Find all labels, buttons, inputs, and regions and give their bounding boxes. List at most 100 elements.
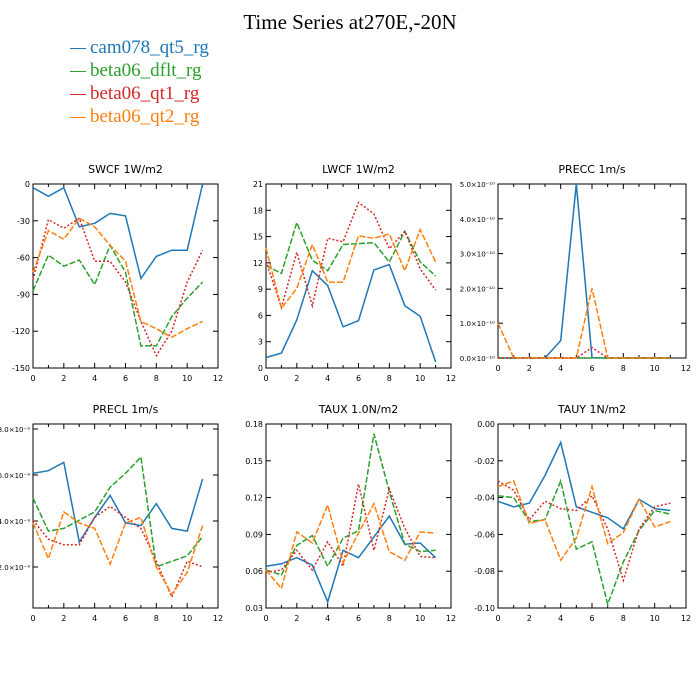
x-tick-label: 0: [30, 374, 35, 383]
x-tick-label: 10: [182, 614, 192, 623]
series-line-4: [265, 227, 437, 311]
series-line-1: [32, 461, 204, 545]
x-tick-label: 2: [294, 374, 299, 383]
series-line-2: [265, 433, 436, 576]
series-line-1: [265, 514, 437, 605]
legend-swatch-4: [70, 117, 86, 119]
panel-title: TAUX 1.0N/m2: [318, 403, 399, 416]
y-tick-label: -90: [17, 290, 30, 299]
x-tick-label: 2: [294, 614, 299, 623]
series-line-3: [497, 480, 671, 583]
series-line-1: [498, 183, 671, 359]
y-tick-label: 0.06: [245, 567, 263, 576]
x-tick-label: 0: [495, 614, 500, 623]
y-tick-label: -0.02: [474, 457, 495, 466]
series-line-1: [265, 263, 437, 363]
y-tick-label: 6: [258, 311, 263, 320]
series-line-2: [265, 220, 437, 277]
x-tick-label: 6: [589, 364, 594, 373]
y-tick-label: 15: [253, 233, 263, 242]
y-tick-label: 4.0×10⁻¹⁰: [460, 216, 495, 224]
y-tick-label: -60: [17, 254, 30, 263]
legend-label-2: beta06_dflt_rg: [90, 60, 202, 81]
y-tick-label: 21: [253, 180, 263, 189]
y-tick-label: 0: [25, 180, 30, 189]
y-tick-label: 2.0×10⁻⁹: [0, 564, 30, 572]
y-tick-label: 9: [258, 285, 263, 294]
x-tick-label: 8: [621, 614, 626, 623]
x-tick-label: 12: [446, 614, 456, 623]
x-tick-label: 12: [446, 374, 456, 383]
series-line-4: [32, 217, 203, 339]
y-tick-label: 0.00: [477, 420, 495, 429]
y-tick-label: 0.18: [245, 420, 263, 429]
y-tick-label: 5.0×10⁻¹⁰: [460, 181, 495, 189]
legend-item-1: cam078_qt5_rg: [70, 36, 209, 59]
series-line-4: [265, 501, 436, 590]
x-tick-label: 12: [213, 614, 223, 623]
y-tick-label: 18: [253, 206, 263, 215]
series-line-4: [32, 510, 204, 596]
x-tick-label: 10: [415, 374, 425, 383]
legend: cam078_qt5_rg beta06_dflt_rg beta06_qt1_…: [70, 36, 209, 128]
page-title: Time Series at270E,-20N: [243, 10, 457, 34]
legend-item-2: beta06_dflt_rg: [70, 59, 209, 82]
legend-label-3: beta06_qt1_rg: [90, 83, 200, 104]
panel-title: LWCF 1W/m2: [322, 163, 395, 176]
series-line-3: [32, 217, 204, 358]
plot-frame: [265, 423, 452, 609]
plot-frame: [265, 183, 452, 369]
y-tick-label: 0.03: [245, 604, 263, 613]
series-line-2: [32, 243, 204, 347]
y-tick-label: -150: [12, 364, 30, 373]
y-tick-label: 0.0×10⁻¹⁰: [460, 355, 495, 363]
x-tick-label: 6: [356, 374, 361, 383]
x-tick-label: 2: [527, 614, 532, 623]
x-tick-label: 6: [356, 614, 361, 623]
legend-label-4: beta06_qt2_rg: [90, 106, 200, 127]
x-tick-label: 4: [325, 374, 330, 383]
x-tick-label: 0: [495, 364, 500, 373]
panel-1: SWCF 1W/m2 0 2 4 6 8 10 12 0 -30 -60 -90 -120 -150: [12, 163, 223, 383]
x-tick-label: 12: [213, 374, 223, 383]
x-tick-label: 4: [325, 614, 330, 623]
legend-label-1: cam078_qt5_rg: [90, 37, 209, 58]
panel-2: LWCF 1W/m2 0 2 4 6 8 10 12 21 18 15 12 9 6 3 0: [253, 163, 456, 383]
x-tick-label: 0: [263, 614, 268, 623]
x-tick-label: 10: [650, 614, 660, 623]
x-tick-label: 4: [558, 614, 563, 623]
panel-3: PRECC 1m/s 0 2 4 6 8 10 12 5.0×10⁻¹⁰ 4.0×10⁻¹⁰ 3.0…: [460, 163, 691, 373]
x-tick-label: 10: [182, 374, 192, 383]
series-line-2: [497, 478, 671, 607]
x-tick-label: 0: [263, 374, 268, 383]
legend-swatch-3: [70, 94, 86, 96]
series-line-3: [32, 505, 203, 599]
y-tick-label: 6.0×10⁻⁹: [0, 472, 30, 480]
legend-item-3: beta06_qt1_rg: [70, 82, 209, 105]
series-line-3: [265, 201, 437, 311]
x-tick-label: 8: [154, 614, 159, 623]
y-tick-label: 4.0×10⁻⁹: [0, 518, 30, 526]
panel-title: PRECC 1m/s: [558, 163, 626, 176]
legend-item-4: beta06_qt2_rg: [70, 105, 209, 128]
x-tick-label: 12: [681, 614, 691, 623]
y-tick-label: -0.06: [474, 530, 495, 539]
panel-4: PRECL 1m/s 0 2 4 6 8 10 12 8.0×10⁻⁹ 6.0×10⁻⁹ 4.0×1…: [0, 403, 223, 623]
y-tick-label: -30: [17, 217, 30, 226]
y-tick-label: -0.10: [474, 604, 495, 613]
series-line-3: [498, 346, 671, 359]
x-tick-label: 6: [123, 614, 128, 623]
x-tick-label: 12: [681, 364, 691, 373]
x-tick-label: 10: [415, 614, 425, 623]
y-tick-label: 0.09: [245, 530, 263, 539]
x-tick-label: 10: [650, 364, 660, 373]
y-tick-label: 0: [258, 364, 263, 373]
series-line-4: [497, 288, 671, 359]
series-line-4: [497, 480, 671, 562]
panel-title: SWCF 1W/m2: [88, 163, 163, 176]
plot-frame: [32, 423, 219, 609]
y-tick-label: 2.0×10⁻¹⁰: [460, 285, 495, 293]
x-tick-label: 8: [154, 374, 159, 383]
y-tick-label: 0.15: [245, 457, 263, 466]
y-tick-label: -0.04: [474, 494, 495, 503]
